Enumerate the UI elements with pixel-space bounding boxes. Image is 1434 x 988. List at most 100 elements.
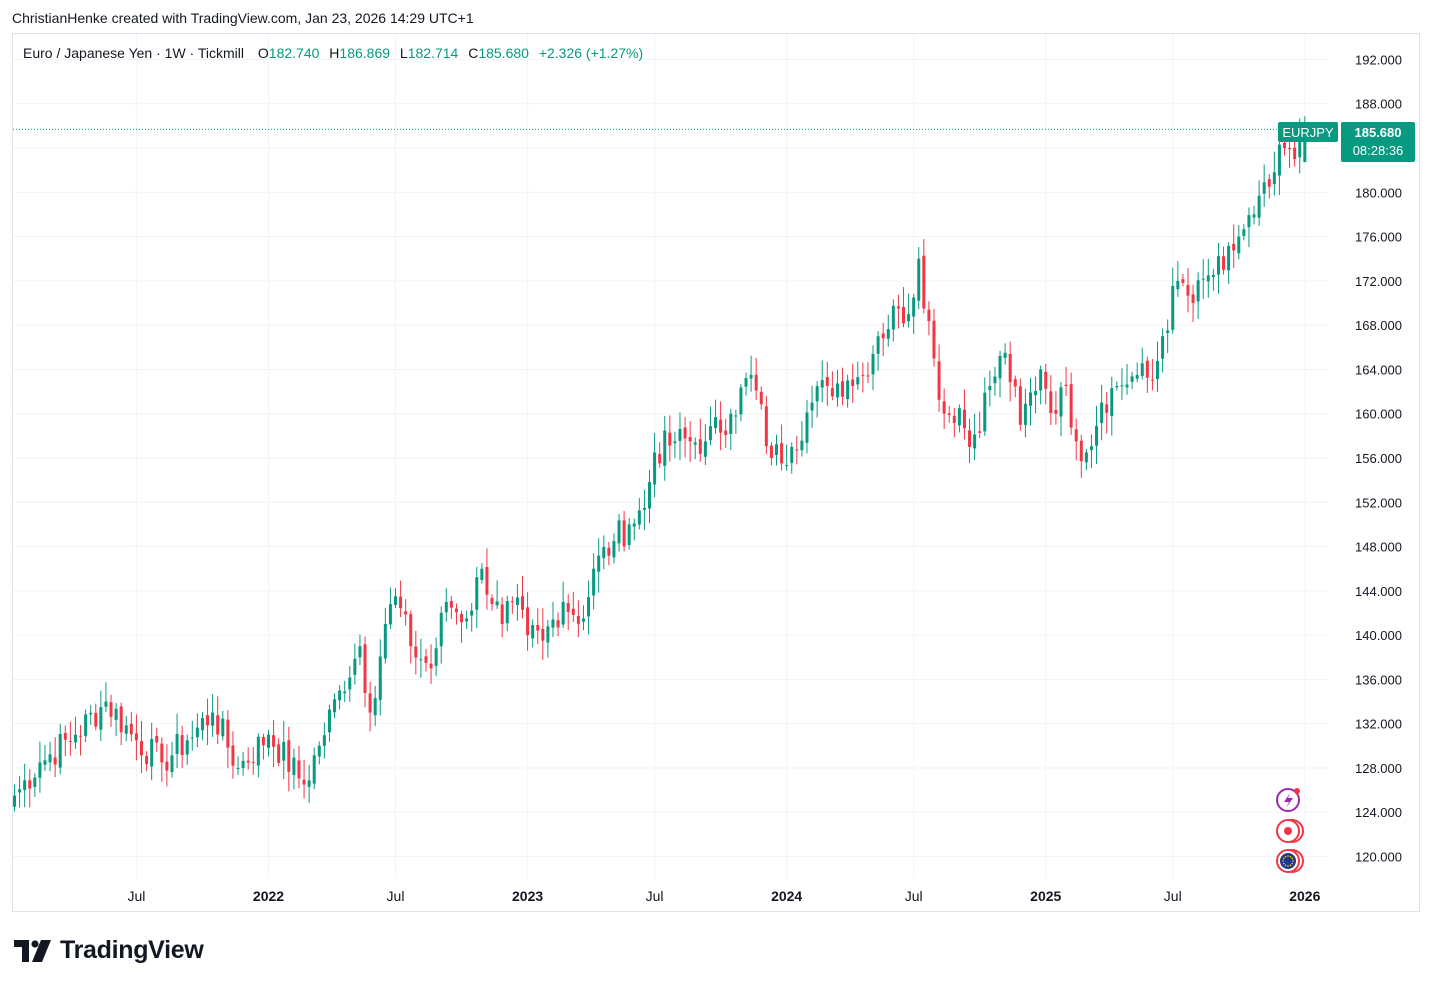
candle-body xyxy=(830,388,834,397)
candle xyxy=(744,372,748,396)
legend-symbol[interactable]: Euro / Japanese Yen · 1W · Tickmill xyxy=(23,45,244,61)
event-icons xyxy=(1276,788,1304,873)
candle-body xyxy=(759,391,763,405)
candle xyxy=(338,685,342,710)
candle-body xyxy=(1277,144,1281,176)
candle xyxy=(973,413,977,461)
candle-body xyxy=(165,761,169,771)
candle xyxy=(18,776,22,808)
price-axis: 120.000 124.000 128.000 132.000 136.000 140.0… xyxy=(1355,52,1402,864)
candle-body xyxy=(236,767,240,769)
event-dot xyxy=(1284,827,1292,835)
candle-body xyxy=(719,419,723,433)
candle-body xyxy=(195,727,199,738)
candle-body xyxy=(114,708,118,720)
candle xyxy=(1039,365,1043,405)
candle-body xyxy=(348,677,352,690)
candle xyxy=(414,630,418,675)
candle-body xyxy=(876,336,880,354)
candle-body xyxy=(129,723,133,735)
tradingview-logo[interactable]: TradingView xyxy=(14,936,204,965)
candle-body xyxy=(495,601,499,606)
candle xyxy=(206,698,210,746)
candle-body xyxy=(973,434,977,449)
candle xyxy=(1262,164,1266,207)
candle xyxy=(851,363,855,403)
candle xyxy=(1237,225,1241,260)
candle xyxy=(1272,151,1276,196)
candle-body xyxy=(1018,386,1022,425)
candle xyxy=(358,634,362,666)
candle-body xyxy=(521,596,524,610)
candle xyxy=(424,649,428,672)
candle xyxy=(140,720,143,773)
candle-body xyxy=(668,432,672,446)
candle-body xyxy=(399,596,403,609)
candle xyxy=(419,638,423,678)
candle xyxy=(1018,378,1022,431)
candle xyxy=(663,416,667,481)
candle xyxy=(805,400,809,454)
candle-body xyxy=(373,698,377,716)
candle-body xyxy=(881,333,885,339)
candle-body xyxy=(1247,215,1251,228)
candle xyxy=(190,720,194,751)
candle-body xyxy=(637,510,641,525)
candle xyxy=(1079,434,1083,478)
candle-body xyxy=(383,624,387,659)
candle-body xyxy=(480,568,484,580)
candle-body xyxy=(983,392,987,432)
candle-body xyxy=(322,735,326,746)
candle-body xyxy=(475,577,479,610)
candle xyxy=(668,415,672,462)
candle-body xyxy=(775,444,778,456)
candle xyxy=(1029,377,1032,426)
candle xyxy=(541,608,545,660)
candle-body xyxy=(835,383,839,398)
candle xyxy=(333,693,337,719)
candle-body xyxy=(419,659,423,661)
candle xyxy=(998,350,1002,398)
candle xyxy=(952,408,956,438)
candle xyxy=(231,731,235,779)
candle-body xyxy=(1049,391,1053,413)
candle xyxy=(429,644,433,684)
candle-body xyxy=(1044,371,1048,389)
candle-body xyxy=(73,734,77,743)
candle-body xyxy=(394,596,397,605)
candle-body xyxy=(902,306,905,324)
candle-body xyxy=(1145,360,1149,378)
candle xyxy=(317,741,321,765)
candle-body xyxy=(292,757,296,776)
candle xyxy=(927,301,931,336)
candle xyxy=(84,709,88,743)
candle xyxy=(531,619,535,648)
candle-body xyxy=(1161,336,1165,359)
candle-body xyxy=(221,718,225,737)
candle xyxy=(1064,366,1068,397)
candle-body xyxy=(932,320,936,359)
candle-body xyxy=(602,546,606,559)
y-tick-label: 128.000 xyxy=(1355,761,1402,776)
candle-body xyxy=(841,381,845,397)
candle xyxy=(988,370,992,407)
candle-body xyxy=(871,353,875,375)
candle-body xyxy=(688,436,692,442)
candle xyxy=(917,247,921,310)
candle-body xyxy=(160,743,164,763)
candle-body xyxy=(790,446,794,463)
candle-body xyxy=(1115,386,1119,388)
econ-star xyxy=(1284,855,1287,858)
x-tick-label: Jul xyxy=(1164,888,1182,904)
candle-body xyxy=(104,701,108,707)
candle xyxy=(480,562,484,584)
candle-body xyxy=(648,482,651,509)
candle xyxy=(1186,268,1190,313)
candle xyxy=(160,737,164,783)
candle xyxy=(114,703,118,737)
y-tick-label: 144.000 xyxy=(1355,584,1402,599)
candle xyxy=(353,643,357,685)
candle xyxy=(581,605,585,631)
candle-body xyxy=(642,507,646,510)
